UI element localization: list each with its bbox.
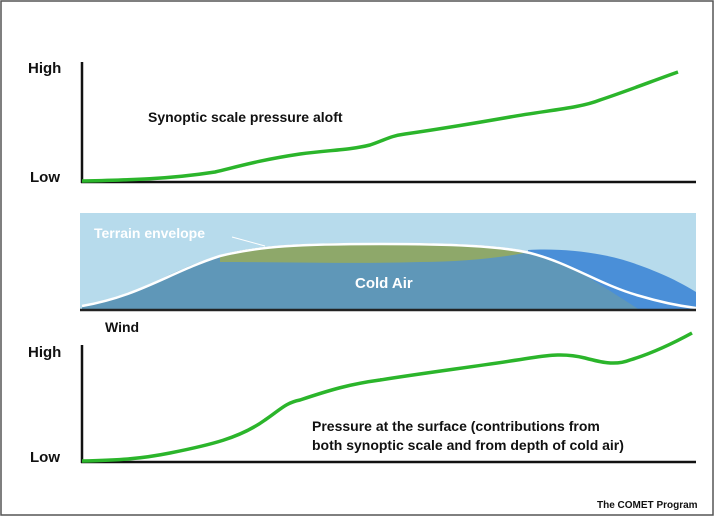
terrain-top <box>220 243 530 263</box>
caption-line: both synoptic scale and from depth of co… <box>312 437 624 453</box>
pressure-curve <box>81 331 693 463</box>
high-label: High <box>28 60 61 77</box>
high-label: High <box>28 344 61 361</box>
cold-air-label: Cold Air <box>355 275 413 292</box>
credit: The COMET Program <box>597 500 698 511</box>
terrain-envelope <box>81 242 697 310</box>
low-label: Low <box>30 449 60 466</box>
wind-label: Wind <box>105 319 139 335</box>
envelope-label: Terrain envelope <box>94 225 205 241</box>
panel-title: Synoptic scale pressure aloft <box>148 109 343 125</box>
envelope-pointer <box>231 236 266 247</box>
low-label: Low <box>30 169 60 186</box>
caption-line: Pressure at the surface (contributions f… <box>312 418 600 434</box>
pressure-curve <box>81 70 679 183</box>
